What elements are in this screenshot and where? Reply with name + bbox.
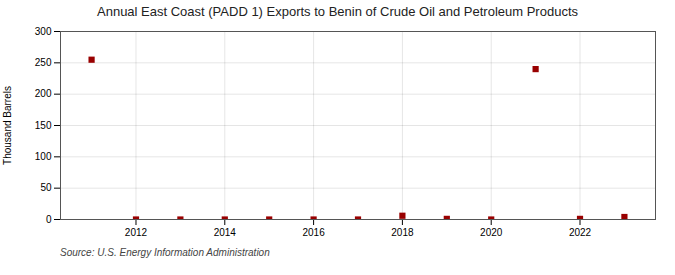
svg-text:2020: 2020 [480,227,503,238]
svg-text:2016: 2016 [302,227,325,238]
svg-text:300: 300 [35,26,52,37]
svg-text:50: 50 [40,182,52,193]
svg-text:100: 100 [35,151,52,162]
svg-text:150: 150 [35,120,52,131]
svg-text:0: 0 [46,214,52,225]
svg-text:2018: 2018 [391,227,414,238]
html-text:Source: U.S. Energy Informatio: Source: U.S. Energy Information Administ… [60,247,270,258]
html-text:Annual East Coast (PADD 1) Exp: Annual East Coast (PADD 1) Exports to Be… [97,4,578,19]
svg-text:2012: 2012 [125,227,148,238]
svg-text:2014: 2014 [214,227,237,238]
svg-text:Thousand Barrels: Thousand Barrels [2,86,13,165]
svg-text:2022: 2022 [569,227,592,238]
svg-text:250: 250 [35,57,52,68]
svg-text:200: 200 [35,88,52,99]
